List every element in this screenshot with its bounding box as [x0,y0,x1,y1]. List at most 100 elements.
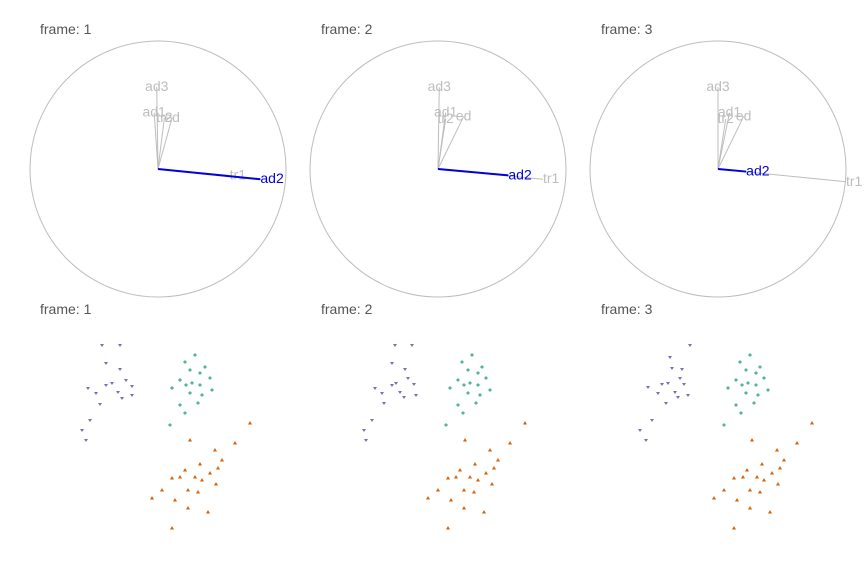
point-c-3-16 [758,490,762,494]
point-a-3-7 [660,383,664,386]
axis-circle-2 [309,40,567,298]
point-b-1-11 [188,391,192,395]
point-c-3-21 [732,526,736,530]
point-a-1-5 [124,379,128,382]
axis-line-ad3-2 [437,87,440,170]
point-a-2-1 [410,344,414,347]
point-c-1-13 [214,482,218,486]
point-b-1-10 [170,386,174,390]
point-c-1-6 [216,466,220,470]
point-b-2-10 [448,386,452,390]
point-c-1-10 [178,475,182,479]
point-c-3-5 [760,462,764,466]
point-b-2-6 [456,378,460,382]
point-c-1-14 [160,488,164,492]
axis-line-ad1-1 [153,112,159,170]
point-a-2-0 [393,344,397,347]
point-c-2-19 [462,506,466,510]
point-a-1-4 [110,382,114,385]
point-a-2-8 [373,387,377,390]
point-c-3-18 [735,498,739,502]
point-a-3-4 [666,382,670,385]
point-c-1-16 [196,490,200,494]
point-c-1-11 [170,476,174,480]
frame-title-scatter-2: frame: 2 [321,301,373,317]
point-c-2-11 [446,476,450,480]
axis-line-ad2-3 [717,168,747,173]
axis-label-ad1-3: ad1 [718,104,742,120]
axis-label-tr2-3: tr2 [718,110,735,126]
axis-label-ad2-2: ad2 [508,166,532,182]
point-c-1-3 [213,448,217,452]
point-a-3-11 [673,391,677,394]
axis-line-tr2-1 [157,117,165,170]
point-a-3-14 [650,419,654,422]
point-a-3-8 [646,386,650,389]
point-c-2-6 [492,466,496,470]
point-a-2-10 [382,402,386,405]
point-c-1-7 [183,468,187,472]
frame-title-scatter-1: frame: 1 [40,301,92,317]
point-c-2-12 [476,478,480,482]
point-c-2-18 [449,498,453,502]
point-c-2-4 [496,458,500,462]
point-b-1-0 [193,353,197,357]
point-b-1-3 [188,368,192,372]
point-c-2-5 [473,462,477,466]
axis-label-ad1-1: ad1 [142,104,166,120]
axis-label-ad2-1: ad2 [260,170,284,186]
point-b-2-14 [456,403,460,407]
point-a-1-15 [80,429,84,432]
point-c-1-8 [208,471,212,475]
axis-label-ad3-1: ad3 [145,78,169,94]
point-c-2-8 [484,471,488,475]
point-b-1-17 [168,423,172,427]
point-b-2-16 [461,411,465,415]
point-c-2-1 [508,441,512,445]
point-c-3-3 [775,448,779,452]
point-b-3-9 [754,383,758,387]
point-c-3-8 [770,471,774,475]
axis-line-ad2-2 [437,168,509,177]
point-c-3-10 [741,475,745,479]
point-c-2-14 [436,488,440,492]
point-c-2-21 [446,526,450,530]
point-c-3-14 [722,488,726,492]
point-c-2-16 [472,490,476,494]
point-c-3-11 [732,476,736,480]
point-a-2-12 [402,396,406,399]
point-b-1-5 [208,376,212,380]
axis-label-tr1-2: tr1 [543,170,560,186]
axis-label-ad3-2: ad3 [428,78,452,94]
point-b-1-9 [198,383,202,387]
point-b-3-16 [739,411,743,415]
point-a-3-16 [644,439,648,442]
point-b-3-2 [758,365,762,369]
point-b-2-17 [444,423,448,427]
point-c-1-0 [248,421,252,425]
point-c-1-9 [193,475,197,479]
point-a-3-1 [668,356,672,359]
point-b-2-0 [470,353,474,357]
axis-label-tr1-1: tr1 [230,166,247,182]
point-a-1-11 [116,391,120,394]
point-a-1-10 [98,403,102,406]
point-a-2-14 [370,419,374,422]
point-c-2-9 [468,475,472,479]
point-a-1-8 [86,387,90,390]
point-a-3-5 [678,377,682,380]
point-b-3-17 [722,423,726,427]
point-b-1-16 [183,411,187,415]
point-c-3-15 [748,488,752,492]
point-a-3-6 [682,383,686,386]
point-c-2-7 [458,468,462,472]
point-b-3-4 [754,371,758,375]
point-c-1-17 [150,496,154,500]
axis-line-ed-1 [157,117,173,170]
point-a-1-9 [94,392,98,395]
frame-title-axes-3: frame: 3 [601,21,653,37]
axis-circle-3 [589,40,847,298]
point-c-3-17 [712,496,716,500]
point-b-3-11 [744,391,748,395]
point-b-1-4 [198,371,202,375]
